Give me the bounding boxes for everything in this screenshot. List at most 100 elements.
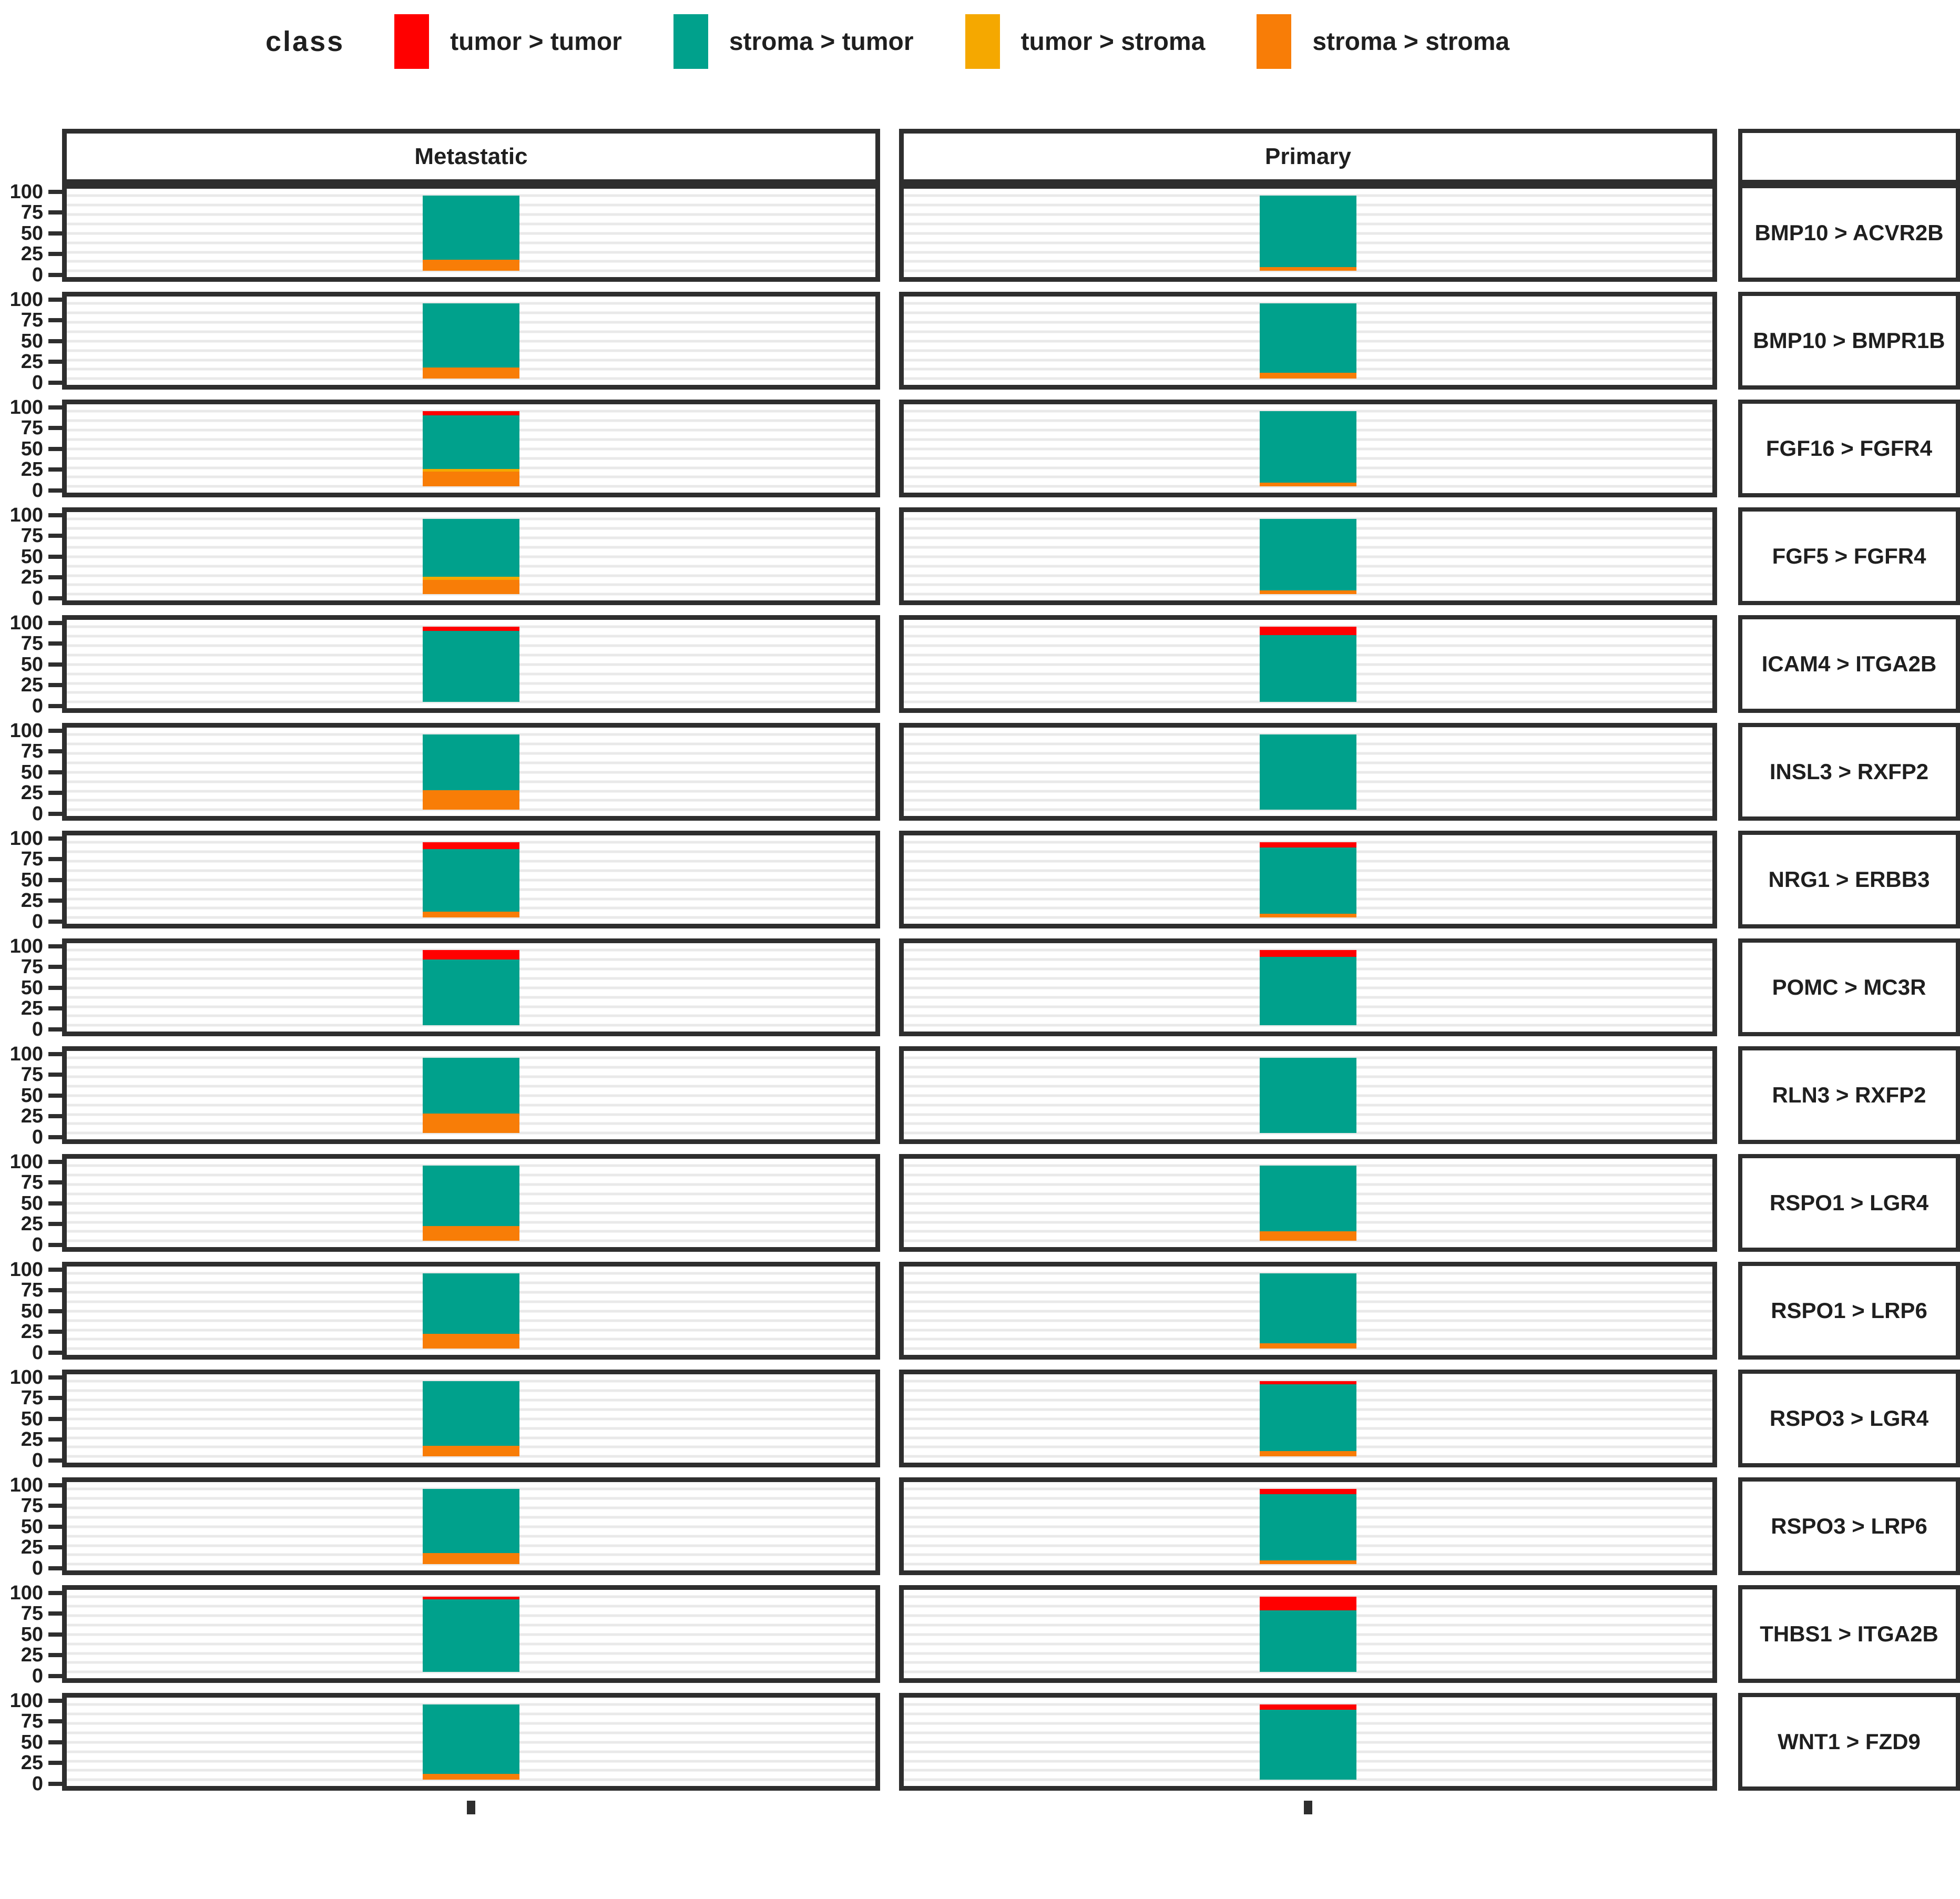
y-tick-label: 25 xyxy=(21,997,43,1020)
facet-panel-primary xyxy=(899,1585,1717,1683)
y-tick-label: 75 xyxy=(21,1602,43,1625)
y-tick-label: 25 xyxy=(21,566,43,589)
y-tick-label: 0 xyxy=(32,1557,43,1579)
panel-gap xyxy=(1717,1262,1738,1360)
bar-segment-tumor-tumor xyxy=(1260,842,1356,848)
gridline xyxy=(67,1703,875,1706)
y-tick-mark xyxy=(48,1006,62,1011)
y-tick-label: 100 xyxy=(9,504,43,526)
stacked-bar-metastatic xyxy=(423,196,519,271)
panel-gap xyxy=(1717,1370,1738,1467)
facet-grid: Metastatic Primary 100 75 50 25 0 BMP10 > ACVR2… xyxy=(0,129,1960,1822)
y-tick-mark xyxy=(48,1437,62,1442)
stacked-bar-primary xyxy=(1260,1058,1356,1134)
legend-swatch-tumor-tumor xyxy=(394,14,430,69)
facet-row: 100 75 50 25 0 RSPO3 > LRP6 xyxy=(0,1475,1960,1579)
panel-gap xyxy=(880,1370,899,1467)
plot-area xyxy=(67,733,875,811)
y-tick-label: 50 xyxy=(21,545,43,568)
bar-segment-stroma-stroma xyxy=(1260,372,1356,379)
y-tick-label: 0 xyxy=(32,1233,43,1256)
stacked-bar-primary xyxy=(1260,411,1356,487)
y-tick-mark xyxy=(48,836,62,841)
bar-segment-tumor-tumor xyxy=(1260,1597,1356,1611)
y-tick-mark xyxy=(48,1524,62,1529)
bar-segment-stroma-stroma xyxy=(423,1226,519,1241)
stacked-bar-metastatic xyxy=(423,1489,519,1565)
y-tick-label: 25 xyxy=(21,1644,43,1667)
gridline xyxy=(67,948,875,952)
y-tick-label: 0 xyxy=(32,802,43,825)
strip-label: POMC > MC3R xyxy=(1738,938,1960,1036)
strip-label-text: THBS1 > ITGA2B xyxy=(1760,1621,1938,1646)
y-tick-mark xyxy=(48,1673,62,1678)
y-tick-label: 50 xyxy=(21,869,43,891)
gridline xyxy=(904,1670,1712,1673)
plot-area xyxy=(67,1487,875,1566)
facet-panel-primary xyxy=(899,1693,1717,1791)
bar-segment-stroma-stroma xyxy=(423,367,519,379)
facet-panel-metastatic xyxy=(62,1585,880,1683)
y-tick-label: 50 xyxy=(21,976,43,999)
facet-panel-primary xyxy=(899,831,1717,928)
strip-label: THBS1 > ITGA2B xyxy=(1738,1585,1960,1683)
strip-label: RSPO3 > LGR4 xyxy=(1738,1370,1960,1467)
bar-segment-stroma-tumor xyxy=(423,959,519,1026)
facet-panel-primary xyxy=(899,1477,1717,1575)
panel-gap xyxy=(880,1154,899,1252)
y-tick-label: 25 xyxy=(21,1321,43,1343)
gridline xyxy=(67,1595,875,1598)
bar-segment-stroma-tumor xyxy=(1260,1166,1356,1231)
panel-gap xyxy=(1717,1046,1738,1144)
y-tick-label: 25 xyxy=(21,674,43,697)
legend-item: tumor > tumor xyxy=(394,14,622,69)
bar-segment-stroma-tumor xyxy=(1260,848,1356,914)
panel-gap xyxy=(880,1585,899,1683)
facet-panel-primary xyxy=(899,723,1717,821)
gridline xyxy=(904,485,1712,488)
panel-gap xyxy=(880,723,899,821)
y-tick-mark xyxy=(48,770,62,774)
gridline xyxy=(904,1380,1712,1383)
y-tick-mark xyxy=(48,1458,62,1463)
panel-gap xyxy=(1717,1154,1738,1252)
facet-panel-metastatic xyxy=(62,1370,880,1467)
stacked-bar-metastatic xyxy=(423,627,519,702)
facet-panel-primary xyxy=(899,615,1717,713)
panel-gap xyxy=(1717,292,1738,390)
y-tick-mark xyxy=(48,596,62,600)
panel-gap xyxy=(880,184,899,282)
y-tick-label: 75 xyxy=(21,848,43,871)
y-tick-label: 0 xyxy=(32,263,43,286)
bar-segment-stroma-stroma xyxy=(423,1773,519,1780)
gridline xyxy=(904,1703,1712,1706)
gridline xyxy=(904,1595,1712,1598)
bar-segment-tumor-stroma xyxy=(423,577,519,580)
stacked-bar-metastatic xyxy=(423,1273,519,1349)
y-tick-label: 100 xyxy=(9,1689,43,1712)
y-tick-mark xyxy=(48,1545,62,1550)
y-tick-label: 100 xyxy=(9,719,43,742)
bar-segment-stroma-stroma xyxy=(423,911,519,918)
gridline xyxy=(67,593,875,596)
y-tick-mark xyxy=(48,1653,62,1658)
facet-row: 100 75 50 25 0 BMP10 > ACVR2B xyxy=(0,182,1960,286)
bar-segment-stroma-tumor xyxy=(423,519,519,577)
bar-segment-stroma-tumor xyxy=(1260,1273,1356,1344)
gridline xyxy=(67,1778,875,1781)
stacked-bar-metastatic xyxy=(423,1058,519,1134)
y-tick-mark xyxy=(48,405,62,410)
y-tick-mark xyxy=(48,877,62,882)
y-tick-label: 50 xyxy=(21,1731,43,1753)
y-tick-mark xyxy=(48,1416,62,1421)
plot-area xyxy=(904,194,1712,272)
y-tick-label: 0 xyxy=(32,1665,43,1687)
y-tick-mark xyxy=(48,1632,62,1637)
y-axis: 100 75 50 25 0 xyxy=(0,1689,62,1794)
plot-area xyxy=(904,733,1712,811)
y-tick-mark xyxy=(48,252,62,257)
y-tick-mark xyxy=(48,1180,62,1185)
facet-row: 100 75 50 25 0 RLN3 > RXFP2 xyxy=(0,1044,1960,1147)
bar-segment-stroma-tumor xyxy=(423,1599,519,1672)
bar-segment-tumor-tumor xyxy=(423,950,519,959)
